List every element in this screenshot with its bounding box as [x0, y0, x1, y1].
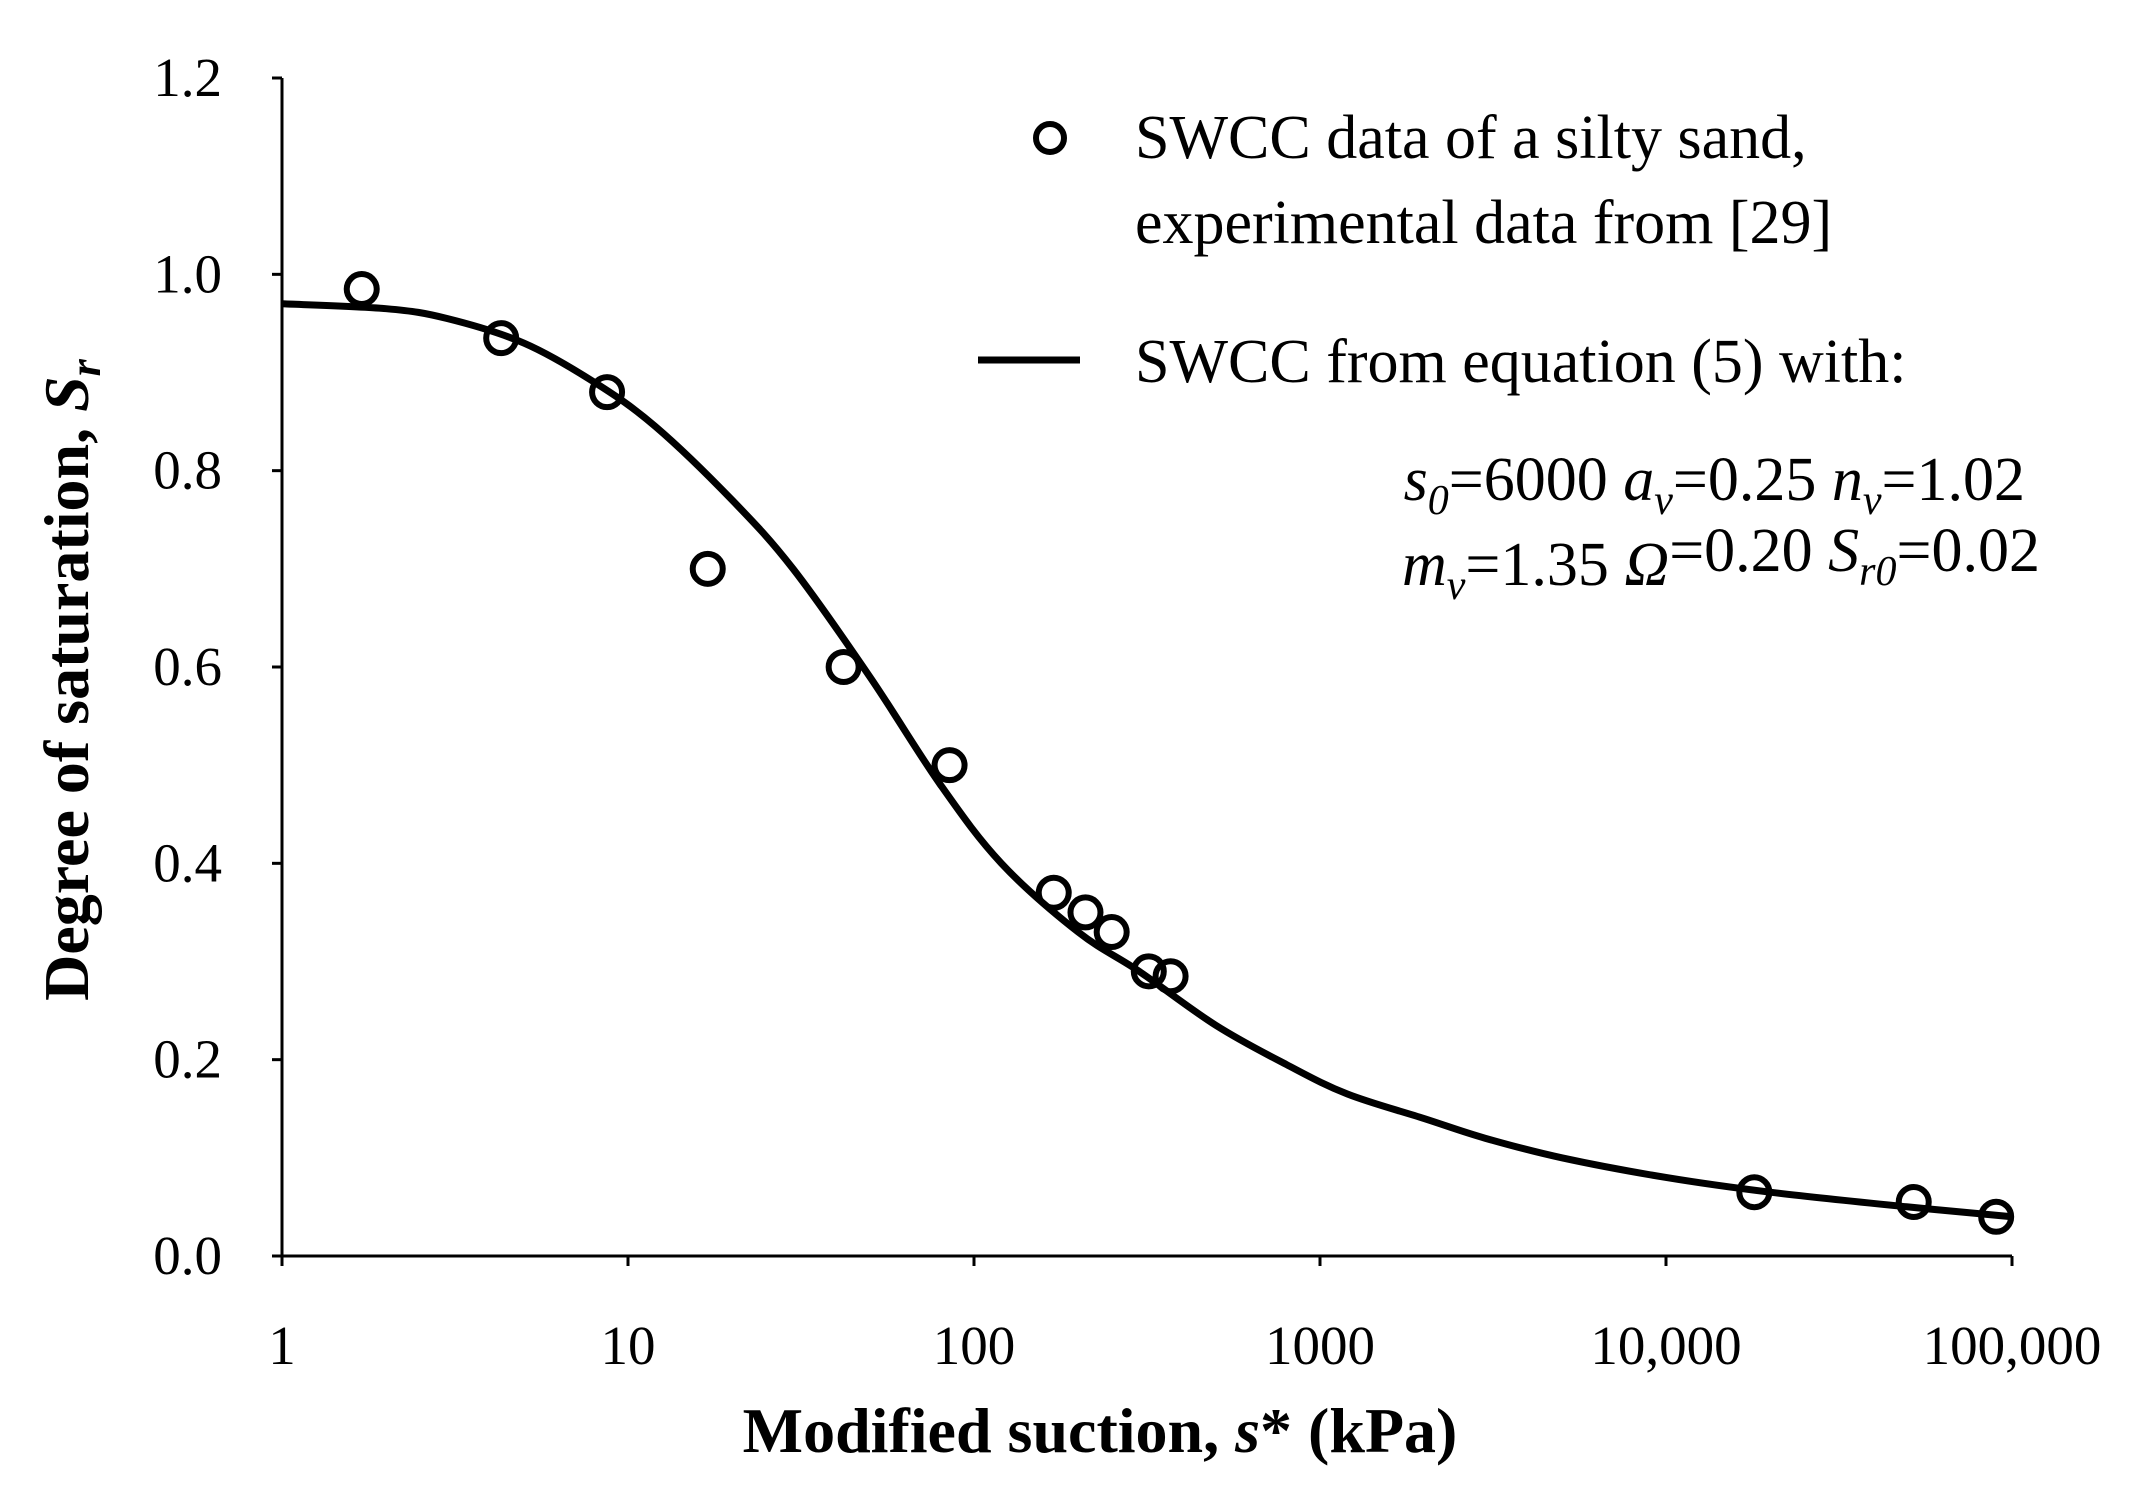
parameter-annotation: s0=6000 av=0.25 nv=1.02 mv=1.35 Ω=0.20 S…: [1402, 446, 2040, 609]
tick-labels: 0.0 0.2 0.4 0.6 0.8 1.0 1.2 1 10 100 1000 10,000 100…: [153, 47, 2101, 1376]
legend-label-line: SWCC from equation (5) with:: [1135, 328, 1906, 396]
data-point: [1093, 914, 1130, 951]
data-point: [1895, 1184, 1932, 1221]
y-tick-label: 1.2: [153, 47, 222, 108]
x-tick-label: 100,000: [1923, 1315, 2102, 1376]
x-axis-title: Modified suction, s* (kPa): [743, 1395, 1458, 1466]
data-point: [589, 374, 626, 411]
y-tick-label: 0.0: [153, 1225, 222, 1286]
legend: SWCC data of a silty sand, experimental …: [978, 104, 1906, 396]
swcc-fit-curve: [281, 300, 2013, 1221]
x-tick-label: 1000: [1265, 1315, 1375, 1376]
data-point: [1035, 874, 1072, 911]
legend-marker-circle: [1033, 121, 1067, 155]
legend-label-scatter-line1: SWCC data of a silty sand,: [1135, 104, 1807, 172]
parameters-line-2: mv=1.35 Ω=0.20 Sr0=0.02: [1402, 517, 2040, 609]
data-point: [1978, 1198, 2015, 1235]
parameters-line-1: s0=6000 av=0.25 nv=1.02: [1404, 446, 2025, 524]
data-point: [689, 550, 726, 587]
x-tick-label: 100: [933, 1315, 1016, 1376]
y-tick-label: 0.2: [153, 1029, 222, 1090]
x-tick-label: 1: [268, 1315, 296, 1376]
axes: [272, 76, 2014, 1266]
data-point: [825, 649, 862, 685]
data-point: [1152, 958, 1189, 995]
x-tick-label: 10: [601, 1315, 656, 1376]
legend-label-scatter-line2: experimental data from [29]: [1135, 189, 1832, 257]
data-point: [483, 320, 520, 357]
y-tick-label: 0.4: [153, 832, 222, 893]
data-point: [1130, 953, 1167, 990]
data-point: [931, 747, 968, 784]
data-point: [1736, 1174, 1773, 1211]
y-tick-label: 1.0: [153, 243, 222, 304]
data-point: [1067, 894, 1104, 931]
x-tick-label: 10,000: [1590, 1315, 1741, 1376]
data-point: [343, 271, 380, 308]
plot-marks: [281, 271, 2015, 1235]
y-tick-label: 0.8: [153, 440, 222, 501]
y-axis-title: Degree of saturation, Sr: [31, 358, 110, 1001]
y-tick-label: 0.6: [153, 636, 222, 697]
